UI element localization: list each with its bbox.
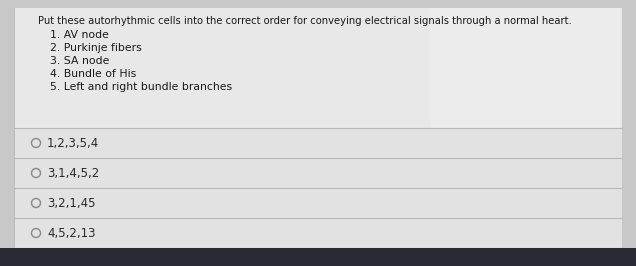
Text: 4,5,2,13: 4,5,2,13 xyxy=(47,227,95,239)
Text: 3,1,4,5,2: 3,1,4,5,2 xyxy=(47,167,99,180)
FancyBboxPatch shape xyxy=(14,188,622,218)
Text: 5. Left and right bundle branches: 5. Left and right bundle branches xyxy=(50,82,232,92)
Text: Put these autorhythmic cells into the correct order for conveying electrical sig: Put these autorhythmic cells into the co… xyxy=(38,16,572,26)
FancyBboxPatch shape xyxy=(14,158,622,188)
Text: 1,2,3,5,4: 1,2,3,5,4 xyxy=(47,136,99,149)
Text: 4. Bundle of His: 4. Bundle of His xyxy=(50,69,136,79)
Text: 2. Purkinje fibers: 2. Purkinje fibers xyxy=(50,43,142,53)
FancyBboxPatch shape xyxy=(14,8,622,248)
Text: 3,2,1,45: 3,2,1,45 xyxy=(47,197,95,210)
FancyBboxPatch shape xyxy=(0,248,636,266)
FancyBboxPatch shape xyxy=(14,218,622,248)
Text: 1. AV node: 1. AV node xyxy=(50,30,109,40)
FancyBboxPatch shape xyxy=(430,8,620,128)
FancyBboxPatch shape xyxy=(14,128,622,158)
Text: 3. SA node: 3. SA node xyxy=(50,56,109,66)
